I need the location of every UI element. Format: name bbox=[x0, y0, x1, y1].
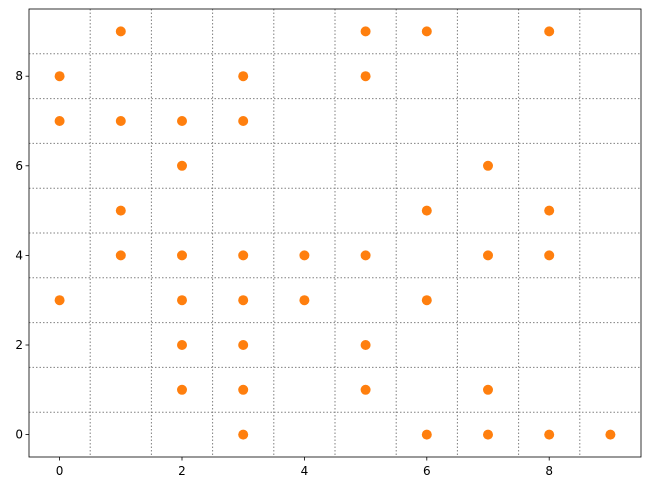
point bbox=[421, 26, 432, 37]
y-tick-label: 6 bbox=[15, 159, 23, 173]
x-tick-label: 0 bbox=[56, 464, 64, 478]
x-tick-label: 4 bbox=[301, 464, 309, 478]
marks bbox=[54, 26, 616, 440]
point bbox=[115, 205, 126, 216]
point bbox=[360, 340, 371, 350]
point bbox=[421, 205, 432, 216]
point bbox=[115, 116, 126, 126]
point bbox=[238, 429, 249, 440]
point bbox=[177, 160, 187, 171]
point bbox=[177, 384, 187, 395]
axes-frame bbox=[28, 8, 642, 458]
point bbox=[299, 250, 310, 261]
point bbox=[544, 205, 555, 216]
point bbox=[360, 250, 371, 261]
point bbox=[299, 295, 310, 306]
point bbox=[238, 71, 249, 82]
x-tick-label: 8 bbox=[545, 464, 553, 478]
point bbox=[115, 250, 126, 261]
point bbox=[421, 429, 432, 440]
y-tick-label: 4 bbox=[15, 248, 23, 262]
point bbox=[544, 429, 555, 440]
point bbox=[483, 160, 493, 171]
point bbox=[483, 384, 493, 395]
y-tick-label: 8 bbox=[15, 69, 23, 83]
point bbox=[360, 71, 371, 82]
point bbox=[544, 26, 555, 37]
point bbox=[177, 116, 187, 126]
point bbox=[483, 429, 493, 440]
point bbox=[177, 340, 187, 350]
point bbox=[360, 384, 371, 395]
point bbox=[238, 250, 249, 261]
point bbox=[238, 340, 249, 350]
point bbox=[605, 429, 616, 440]
ticks: 0 2 4 6 8 0 2 4 6 8 bbox=[15, 69, 553, 478]
y-tick-label: 0 bbox=[15, 428, 23, 442]
y-tick-label: 2 bbox=[15, 338, 23, 352]
point bbox=[421, 295, 432, 306]
point bbox=[483, 250, 493, 261]
grid bbox=[29, 9, 641, 457]
x-tick-label: 2 bbox=[178, 464, 186, 478]
x-tick-label: 6 bbox=[423, 464, 431, 478]
point bbox=[54, 295, 65, 306]
point bbox=[238, 295, 249, 306]
point bbox=[54, 71, 65, 82]
point bbox=[54, 116, 65, 126]
point bbox=[360, 26, 371, 37]
point bbox=[238, 116, 249, 126]
point bbox=[238, 384, 249, 395]
point bbox=[177, 250, 187, 261]
point bbox=[544, 250, 555, 261]
point bbox=[115, 26, 126, 37]
point bbox=[177, 295, 187, 306]
